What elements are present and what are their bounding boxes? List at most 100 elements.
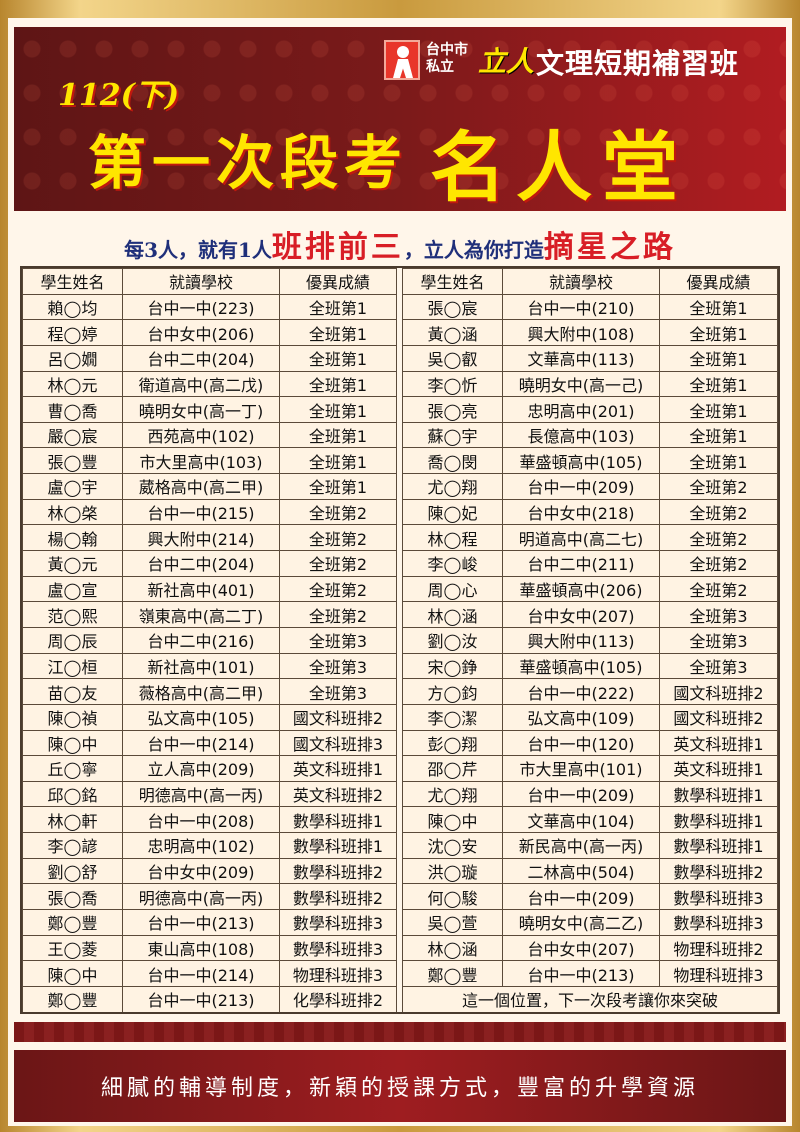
- school-cell: 文華高中(113): [502, 344, 660, 372]
- table-row: 林◯軒 台中一中(208) 數學科班排1: [22, 806, 397, 834]
- column-header: 就讀學校: [502, 268, 660, 295]
- student-name-cell: 楊◯翰: [22, 524, 123, 552]
- city-label: 台中市: [426, 42, 468, 58]
- table-row: 程◯婷 台中女中(206) 全班第1: [22, 319, 397, 346]
- column-header: 優異成績: [659, 268, 778, 295]
- table-row: 林◯涵 台中女中(207) 物理科班排2: [402, 934, 778, 962]
- student-name-cell: 尤◯翔: [402, 473, 503, 500]
- student-name-cell: 邱◯銘: [22, 780, 123, 808]
- student-name-cell: 陳◯中: [22, 729, 123, 757]
- table-row: 張◯豐 市大里高中(103) 全班第1: [22, 447, 397, 475]
- table-row: 吳◯萱 曉明女中(高二乙) 數學科班排3: [402, 909, 778, 936]
- table-row: 陳◯妃 台中女中(218) 全班第2: [402, 498, 778, 526]
- student-name-cell: 鄭◯豐: [22, 909, 123, 936]
- table-row: 彭◯翔 台中一中(120) 英文科班排1: [402, 729, 778, 757]
- school-cell: 台中一中(223): [122, 293, 280, 321]
- closing-row: 這一個位置，下一次段考讓你來突破: [402, 985, 778, 1013]
- table-row: 陳◯中 文華高中(104) 數學科班排1: [402, 806, 778, 834]
- table-row: 范◯熙 嶺東高中(高二丁) 全班第2: [22, 601, 397, 628]
- school-cell: 台中女中(206): [122, 319, 280, 346]
- table-row: 盧◯宇 葳格高中(高二甲) 全班第1: [22, 473, 397, 500]
- student-name-cell: 宋◯錚: [402, 652, 503, 680]
- student-name-cell: 張◯宸: [402, 293, 503, 321]
- achievement-cell: 全班第1: [279, 396, 397, 423]
- table-row: 鄭◯豐 台中一中(213) 物理科班排3: [402, 960, 778, 987]
- student-name-cell: 劉◯汝: [402, 626, 503, 654]
- student-name-cell: 陳◯中: [22, 960, 123, 987]
- student-name-cell: 林◯涵: [402, 601, 503, 628]
- school-location: 台中市 私立: [426, 42, 468, 76]
- table-row: 何◯駿 台中一中(209) 數學科班排3: [402, 883, 778, 911]
- school-cell: 台中一中(213): [122, 909, 280, 936]
- student-name-cell: 林◯軒: [22, 806, 123, 834]
- school-type: 文理短期補習班: [536, 47, 740, 80]
- achievement-cell: 國文科班排3: [279, 729, 397, 757]
- achievement-cell: 物理科班排3: [279, 960, 397, 987]
- achievement-cell: 全班第3: [279, 652, 397, 680]
- school-cell: 台中一中(215): [122, 498, 280, 526]
- column-header: 就讀學校: [122, 268, 280, 295]
- student-name-cell: 林◯棨: [22, 498, 123, 526]
- table-row: 方◯鈞 台中一中(222) 國文科班排2: [402, 678, 778, 705]
- achievement-cell: 物理科班排2: [659, 934, 778, 962]
- slogan-part2: ，立人為你打造: [403, 238, 544, 262]
- achievement-cell: 全班第1: [279, 421, 397, 449]
- student-name-cell: 劉◯舒: [22, 857, 123, 885]
- student-name-cell: 陳◯中: [402, 806, 503, 834]
- student-name-cell: 尤◯翔: [402, 780, 503, 808]
- decorative-band: [14, 1022, 786, 1042]
- student-name-cell: 王◯菱: [22, 934, 123, 962]
- achievement-cell: 化學科班排2: [279, 985, 397, 1013]
- school-cell: 明道高中(高二七): [502, 524, 660, 552]
- table-row: 李◯諺 忠明高中(102) 數學科班排1: [22, 832, 397, 859]
- achievement-cell: 全班第3: [279, 626, 397, 654]
- achievement-cell: 全班第1: [279, 370, 397, 398]
- student-name-cell: 張◯亮: [402, 396, 503, 423]
- column-header: 學生姓名: [22, 268, 123, 295]
- student-name-cell: 鄭◯豐: [22, 985, 123, 1013]
- achievement-cell: 英文科班排1: [659, 755, 778, 782]
- school-cell: 曉明女中(高一己): [502, 370, 660, 398]
- table-row: 陳◯禎 弘文高中(105) 國文科班排2: [22, 703, 397, 731]
- achievement-cell: 國文科班排2: [659, 703, 778, 731]
- achievement-cell: 全班第1: [659, 344, 778, 372]
- achievement-cell: 全班第1: [279, 319, 397, 346]
- brand-name: 立人: [478, 45, 535, 78]
- student-name-cell: 彭◯翔: [402, 729, 503, 757]
- achievement-cell: 數學科班排2: [659, 857, 778, 885]
- school-cell: 台中一中(213): [122, 985, 280, 1013]
- achievement-cell: 全班第2: [279, 498, 397, 526]
- achievement-cell: 全班第2: [659, 575, 778, 603]
- slogan: 每3人，就有1人班排前三，立人為你打造摘星之路: [0, 222, 800, 266]
- achievement-cell: 數學科班排1: [659, 780, 778, 808]
- slogan-part1: 每3人，就有1人: [124, 238, 272, 262]
- school-cell: 台中女中(207): [502, 601, 660, 628]
- achievement-cell: 全班第2: [279, 575, 397, 603]
- student-name-cell: 呂◯嫺: [22, 344, 123, 372]
- achievement-cell: 全班第2: [659, 524, 778, 552]
- private-label: 私立: [426, 59, 454, 75]
- table-row: 尤◯翔 台中一中(209) 全班第2: [402, 473, 778, 500]
- table-row: 王◯菱 東山高中(108) 數學科班排3: [22, 934, 397, 962]
- footer-banner: 細膩的輔導制度，新穎的授課方式，豐富的升學資源: [14, 1050, 786, 1122]
- table-row: 張◯宸 台中一中(210) 全班第1: [402, 293, 778, 321]
- student-name-cell: 賴◯均: [22, 293, 123, 321]
- student-name-cell: 黃◯涵: [402, 319, 503, 346]
- achievement-cell: 數學科班排3: [659, 909, 778, 936]
- school-cell: 台中二中(204): [122, 550, 280, 577]
- title-highlight: 名人堂: [430, 123, 688, 212]
- achievement-cell: 英文科班排1: [279, 755, 397, 782]
- achievement-cell: 全班第3: [659, 601, 778, 628]
- school-cell: 台中一中(208): [122, 806, 280, 834]
- student-name-cell: 李◯峻: [402, 550, 503, 577]
- achievement-cell: 全班第1: [659, 319, 778, 346]
- school-cell: 台中二中(204): [122, 344, 280, 372]
- school-cell: 長億高中(103): [502, 421, 660, 449]
- table-row: 嚴◯宸 西苑高中(102) 全班第1: [22, 421, 397, 449]
- table-row: 沈◯安 新民高中(高一丙) 數學科班排1: [402, 832, 778, 859]
- table-row: 邵◯芹 市大里高中(101) 英文科班排1: [402, 755, 778, 782]
- student-name-cell: 林◯元: [22, 370, 123, 398]
- school-logo-icon: [384, 40, 420, 80]
- achievement-cell: 英文科班排1: [659, 729, 778, 757]
- achievement-cell: 全班第1: [659, 396, 778, 423]
